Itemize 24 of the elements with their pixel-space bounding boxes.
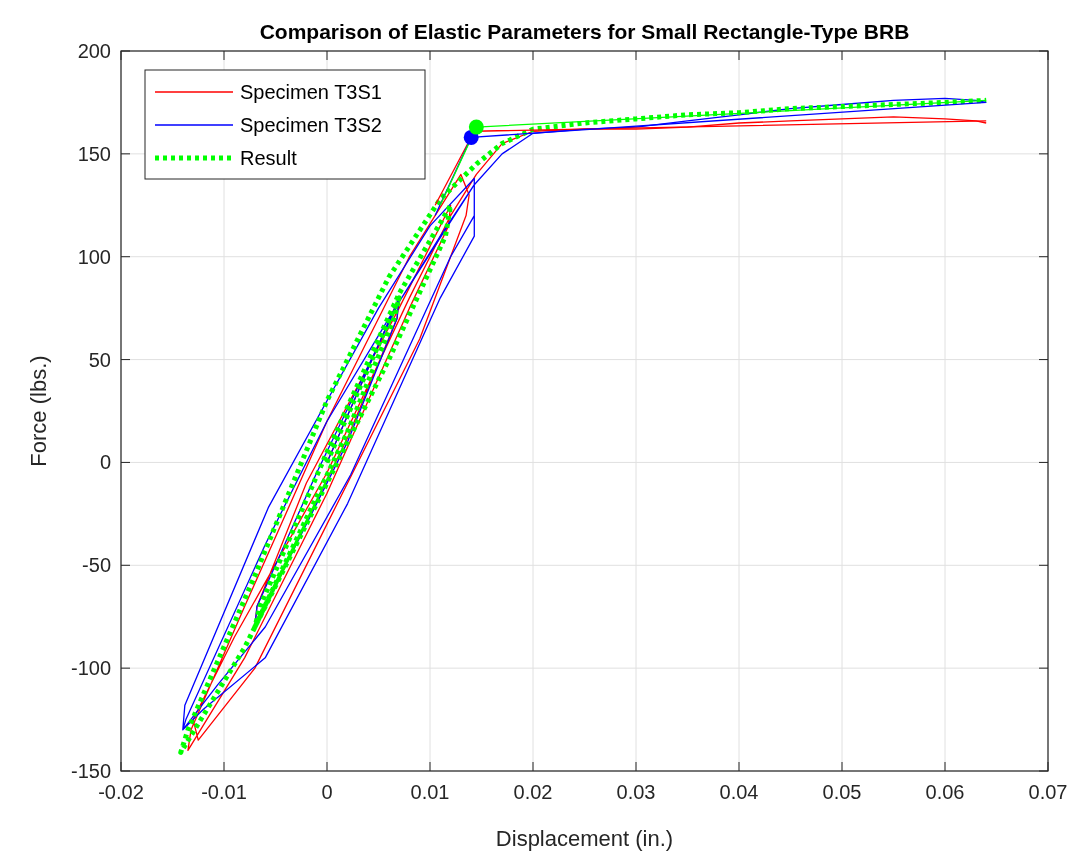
x-tick-label: 0.02 — [513, 781, 553, 803]
y-axis-title: Force (lbs.) — [26, 355, 51, 467]
x-tick-label: 0.05 — [822, 781, 862, 803]
y-tick-label: 200 — [77, 40, 111, 62]
x-axis-title: Displacement (in.) — [495, 826, 674, 851]
chart-title: Comparison of Elastic Parameters for Small Rectangle-Type BRB — [259, 20, 910, 43]
legend-label: Specimen T3S1 — [240, 81, 382, 103]
x-tick-label: 0.01 — [410, 781, 450, 803]
x-tick-label: 0.06 — [925, 781, 965, 803]
y-tick-label: 50 — [88, 348, 111, 371]
y-tick-label: 100 — [77, 245, 111, 268]
x-tick-label: 0.07 — [1028, 781, 1068, 803]
y-tick-label: -150 — [70, 760, 111, 782]
legend-label: Result — [240, 147, 298, 169]
x-tick-label: -0.01 — [201, 781, 247, 803]
legend-label: Specimen T3S2 — [240, 114, 382, 136]
x-tick-label: -0.02 — [98, 781, 144, 803]
y-tick-label: 150 — [77, 142, 111, 165]
x-tick-label: 0.03 — [616, 781, 656, 803]
x-tick-label: 0 — [321, 781, 333, 803]
x-tick-label: 0.04 — [719, 781, 759, 803]
y-tick-label: 0 — [99, 451, 111, 474]
y-tick-label: -50 — [82, 554, 111, 577]
y-tick-label: -100 — [70, 657, 111, 680]
